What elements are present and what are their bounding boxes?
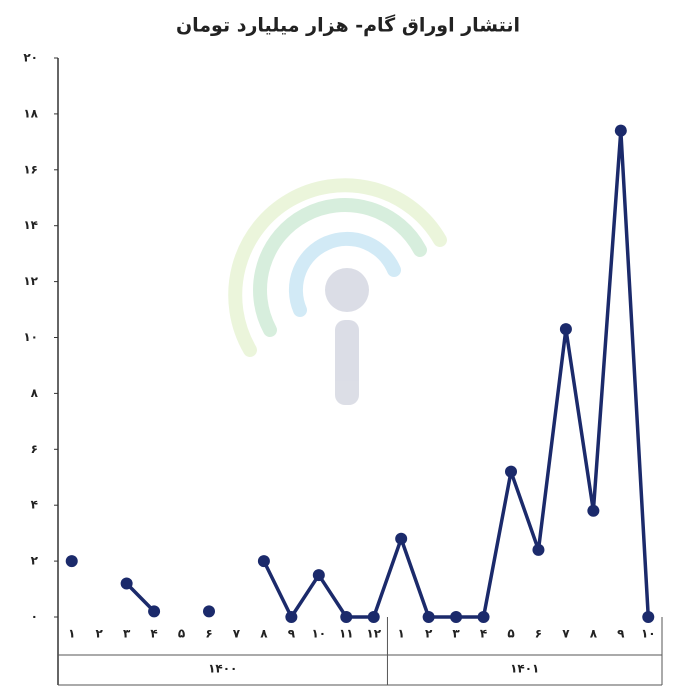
y-tick-label: ۸ [31,386,39,400]
point [367,611,380,623]
x-tick-label: ۵ [507,627,514,641]
x-tick-label: ۴ [150,627,157,641]
point [65,555,78,568]
x-tick-label: ۳ [123,627,131,641]
point [148,605,161,618]
y-tick-label: ۱۶ [23,162,38,176]
y-tick-label: ۰ [31,610,38,624]
point [587,504,600,517]
point [614,124,627,137]
x-tick-label: ۴ [480,627,487,641]
x-tick-label: ۱۰ [641,627,656,641]
x-tick-label: ۱ [398,627,405,641]
point [340,611,353,623]
point [257,555,270,568]
x-tick-label: ۲ [425,627,433,641]
x-tick-label: ۷ [233,627,241,641]
y-tick-label: ۱۲ [23,274,38,288]
y-tick-label: ۲ [31,554,39,568]
x-tick-label: ۱۲ [366,627,381,641]
point [203,605,215,618]
point [395,532,408,545]
point [422,611,435,623]
chart-title: انتشار اوراق گام- هزار میلیارد تومان [176,14,520,37]
group-label: ۱۴۰۱ [510,662,539,676]
point [532,543,545,556]
y-tick-label: ۱۰ [23,330,38,344]
y-tick-label: ۶ [31,442,38,456]
y-tick-label: ۱۸ [23,106,38,120]
point [120,577,133,590]
x-tick-label: ۱ [68,627,75,641]
x-tick-label: ۱۱ [339,627,354,641]
x-tick-label: ۹ [617,627,625,641]
x-tick-label: ۲ [96,627,104,641]
x-tick-label: ۹ [288,627,296,641]
x-tick-label: ۱۰ [311,627,326,641]
y-tick-label: ۲۰ [23,51,38,65]
x-tick-label: ۶ [535,627,542,641]
point [285,611,298,623]
point [312,569,325,582]
x-tick-label: ۶ [205,627,212,641]
x-tick-label: ۸ [590,627,598,641]
x-tick-label: ۸ [260,627,268,641]
point [505,465,517,478]
x-tick-label: ۵ [178,627,185,641]
x-tick-label: ۳ [452,627,460,641]
group-label: ۱۴۰۰ [208,662,237,676]
line [125,582,156,613]
point [559,323,572,336]
watermark [228,178,447,405]
y-tick-label: ۴ [31,498,38,512]
point [450,611,463,623]
point [477,611,490,623]
x-tick-label: ۷ [562,627,570,641]
y-tick-label: ۱۴ [23,218,38,232]
point [642,611,655,623]
